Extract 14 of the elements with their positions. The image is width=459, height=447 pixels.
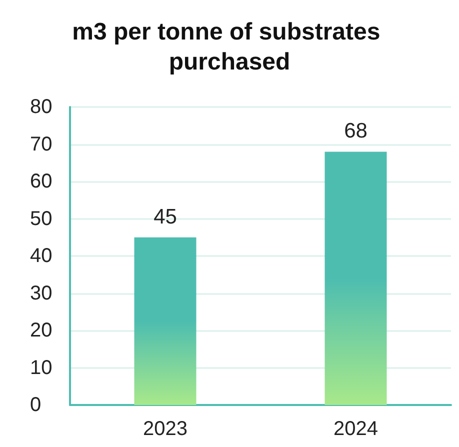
y-tick-label: 50 — [30, 208, 52, 230]
y-tick-label: 30 — [30, 282, 52, 304]
y-tick-label: 70 — [30, 133, 52, 156]
y-tick-label: 10 — [30, 356, 52, 379]
y-tick-label: 0 — [30, 394, 42, 416]
data-label: 68 — [344, 120, 368, 143]
chart-title: m3 per tonne of substrates purchased — [72, 18, 387, 76]
y-tick-label: 80 — [30, 96, 52, 118]
y-tick-label: 60 — [30, 170, 52, 192]
y-tick-label: 20 — [30, 320, 52, 342]
x-tick-label: 2023 — [143, 418, 188, 440]
x-tick-label: 2024 — [334, 418, 378, 440]
data-label: 45 — [154, 205, 177, 228]
y-tick-label: 40 — [30, 245, 52, 267]
